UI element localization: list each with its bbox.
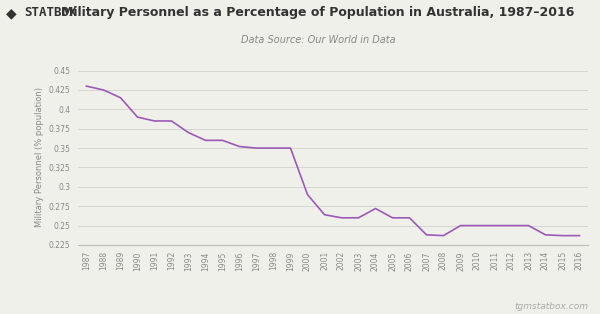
- Text: Military Personnel as a Percentage of Population in Australia, 1987–2016: Military Personnel as a Percentage of Po…: [61, 6, 575, 19]
- Text: tgmstatbox.com: tgmstatbox.com: [514, 302, 588, 311]
- Text: STATBOX: STATBOX: [24, 6, 77, 19]
- Y-axis label: Military Personnel (% population): Military Personnel (% population): [35, 87, 44, 227]
- Text: Data Source: Our World in Data: Data Source: Our World in Data: [241, 35, 395, 45]
- Text: ◆: ◆: [6, 6, 17, 20]
